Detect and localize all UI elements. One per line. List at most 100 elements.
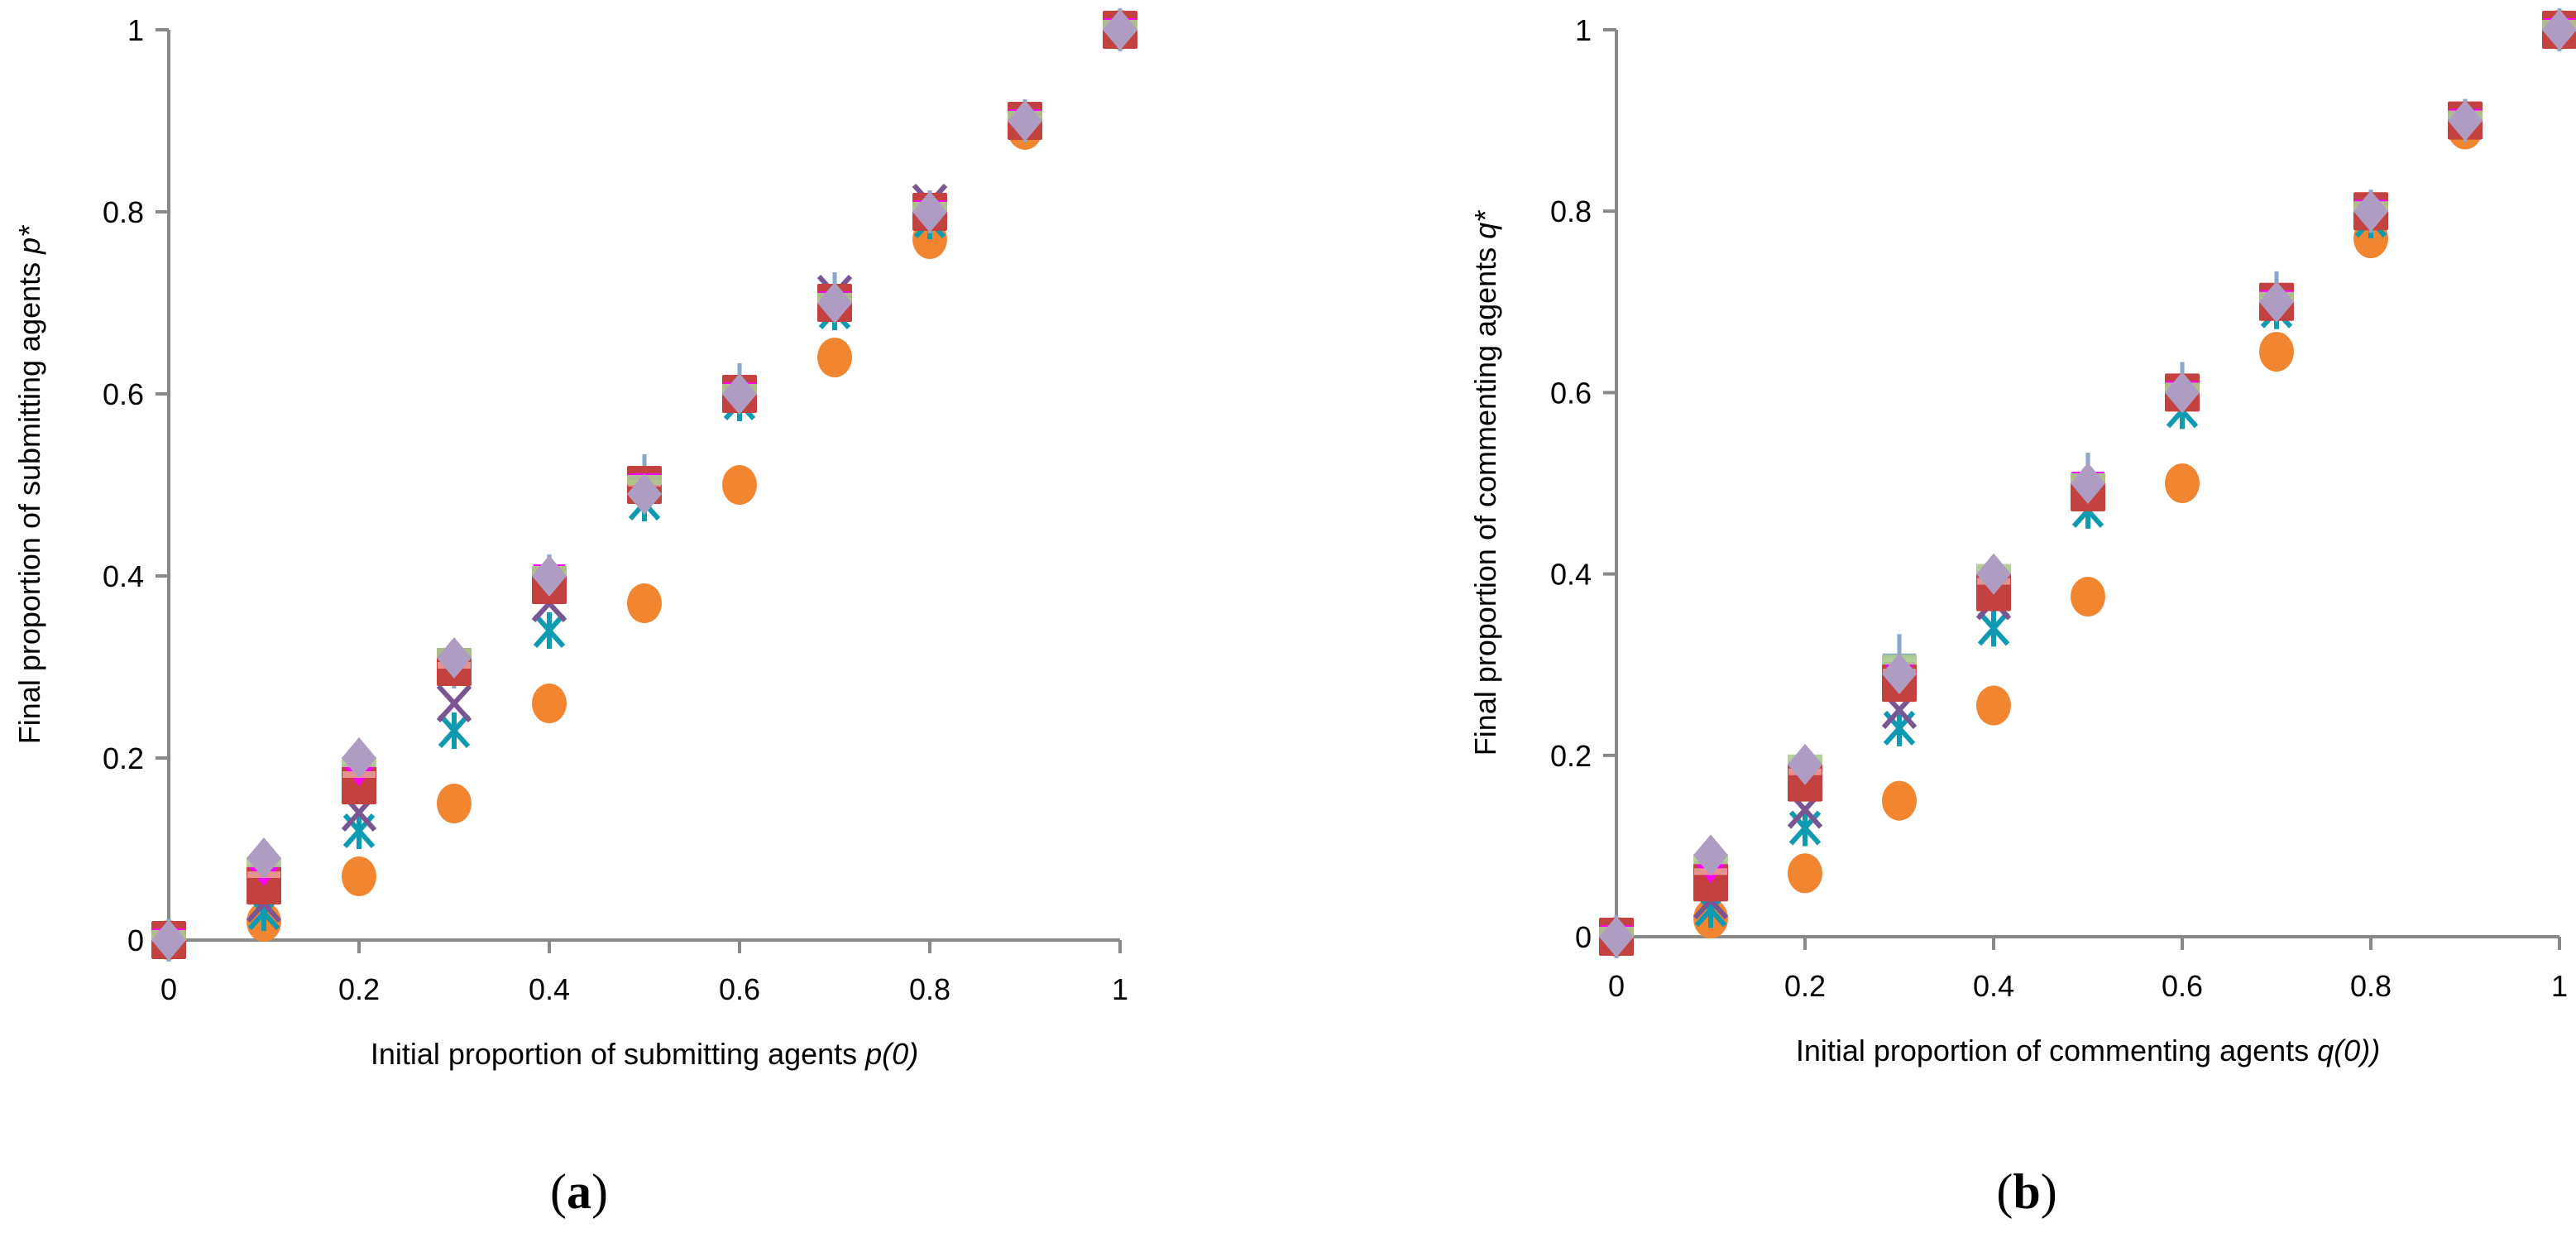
y-tick-label: 0 [1575,920,1592,954]
point-circle-shape [722,465,757,505]
point-diamond-shape [722,373,757,415]
x-tick-label: 0.4 [1973,969,2014,1003]
point-circle [2165,463,2200,503]
point-diamond-shape [817,282,852,324]
x-axis-label: Initial proportion of commenting agents … [1796,1034,2380,1067]
point-circle [342,856,376,896]
point-diamond [342,737,376,779]
caption-paren: ) [591,1164,608,1219]
point-diamond-shape [342,737,376,779]
point-circle [532,684,567,723]
point-circle-shape [2165,463,2200,503]
point-asterisk [1788,809,1822,847]
point-asterisk-shape [1788,809,1822,847]
point-diamond [247,837,281,879]
x-axis-label: Initial proportion of submitting agents … [371,1037,918,1071]
point-diamond [722,373,757,415]
point-diamond-shape [437,637,472,679]
series-diamond [151,9,1137,961]
point-circle [1788,853,1822,894]
point-asterisk [533,612,566,649]
caption-paren: ( [550,1164,567,1219]
point-diamond-shape [2259,281,2294,323]
y-tick-label: 0.4 [1550,558,1592,592]
point-circle [627,583,662,623]
point-diamond [1788,743,1822,785]
y-tick-label: 0 [127,924,144,957]
point-circle [817,338,852,377]
point-asterisk-shape [533,612,566,649]
point-diamond-shape [2353,190,2388,233]
point-circle-shape [1788,853,1822,894]
point-diamond [1599,916,1634,957]
point-circle-shape [342,856,376,896]
point-diamond [627,473,662,515]
point-circle-shape [1882,780,1917,821]
point-diamond-shape [1693,834,1728,876]
point-circle-shape [2071,577,2105,616]
point-circle-shape [532,684,567,723]
point-diamond-shape [2542,9,2576,50]
point-diamond-shape [1103,9,1137,50]
y-axis-label: Final proportion of commenting agents q* [1468,210,1502,756]
point-asterisk-shape [342,813,376,849]
caption-letter: a [567,1164,591,1219]
point-diamond-shape [1788,743,1822,785]
x-tick-label: 0.8 [909,972,950,1006]
caption-paren: ) [2041,1164,2057,1219]
x-tick-label: 0 [1608,969,1625,1003]
point-diamond-shape [2165,372,2200,414]
point-diamond-shape [912,191,947,233]
point-circle [2071,577,2105,616]
point-diamond [151,919,186,961]
chart-panel-b: 0 0.2 0.4 0.6 0.8 1 0 0.2 0.4 0.6 0.8 1 Initial prop… [1468,8,2576,1219]
x-tick-label: 1 [1112,972,1128,1006]
point-diamond [1103,9,1137,50]
point-asterisk [438,712,471,749]
x-tick-label: 0.4 [529,972,570,1006]
y-tick-label: 0.6 [1550,376,1592,410]
point-diamond [1008,100,1042,142]
panel-caption: (a) [550,1164,608,1219]
point-diamond [2448,99,2483,142]
point-circle-shape [2259,332,2294,372]
point-asterisk [1883,709,1916,746]
point-diamond [1882,653,1917,695]
point-x-shape [436,684,472,723]
point-diamond [817,282,852,324]
y-tick-label: 0.2 [1550,739,1592,773]
point-diamond-shape [1882,653,1917,695]
y-axis-label-text: Final proportion of commenting agents [1468,239,1502,756]
point-diamond-shape [2448,99,2483,142]
point-diamond [912,191,947,233]
point-asterisk-shape [1977,610,2010,647]
y-tick-label: 0.8 [1550,194,1592,228]
x-tick-label: 0 [160,972,177,1006]
x-tick-label: 0.6 [719,972,760,1006]
y-tick-label: 0.2 [103,741,144,775]
point-diamond [1693,834,1728,876]
point-diamond [2165,372,2200,414]
x-tick-label: 1 [2551,969,2568,1003]
point-circle [1976,685,2011,726]
point-diamond [2071,463,2105,504]
point-asterisk [342,813,376,849]
y-tick-label: 1 [1575,13,1592,47]
x-tick-label: 0.6 [2162,969,2203,1003]
point-asterisk-shape [1883,709,1916,746]
series-diamond [1599,9,2576,957]
point-diamond-shape [247,837,281,879]
x-tick-label: 0.8 [2350,969,2392,1003]
panel-caption: (b) [1996,1164,2056,1219]
point-diamond [437,637,472,679]
x-tick-label: 0.2 [338,972,380,1006]
point-circle-shape [437,784,472,823]
point-diamond [2542,9,2576,50]
point-x [436,684,472,723]
y-axis-label-text: Final proportion of submitting agents [12,254,46,744]
point-circle-shape [627,583,662,623]
point-circle [437,784,472,823]
point-circle-shape [817,338,852,377]
point-diamond [1976,553,2011,595]
x-axis-label-text: Initial proportion of submitting agents [371,1037,865,1071]
